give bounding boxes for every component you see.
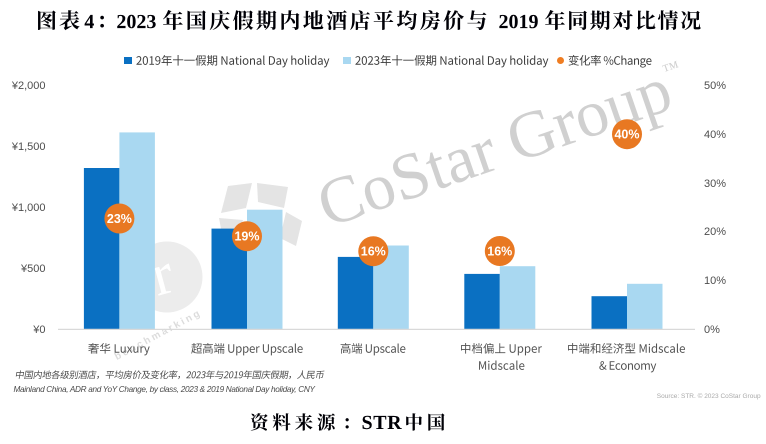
svg-text:19%: 19% [234, 230, 259, 244]
svg-text:23%: 23% [107, 212, 132, 226]
svg-text:40%: 40% [614, 128, 639, 142]
svg-text:16%: 16% [487, 244, 512, 258]
svg-text:16%: 16% [361, 245, 386, 259]
